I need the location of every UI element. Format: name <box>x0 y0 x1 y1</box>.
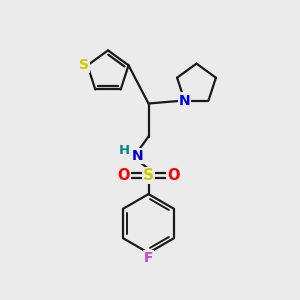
Text: N: N <box>179 94 190 107</box>
Text: F: F <box>144 251 153 265</box>
Text: S: S <box>79 58 89 72</box>
Text: O: O <box>167 168 179 183</box>
Text: O: O <box>118 168 130 183</box>
Text: S: S <box>143 168 154 183</box>
Text: N: N <box>131 149 143 163</box>
Text: H: H <box>119 144 130 158</box>
